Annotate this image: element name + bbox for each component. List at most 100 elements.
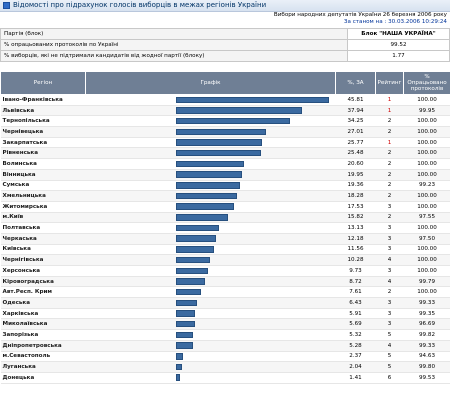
region-name: Одеська <box>0 297 86 309</box>
vote-percent: 11.56 <box>335 244 376 256</box>
processed-percent: 100.00 <box>403 265 450 277</box>
vote-bar <box>175 203 234 210</box>
vote-percent: 45.81 <box>335 94 376 106</box>
table-body: Івано-Франківська 45.81 1 100.00 Львівська 37… <box>0 94 450 384</box>
table-row: Кіровоградська 8.72 4 99.79 <box>0 276 450 288</box>
rank-value: 4 <box>375 254 404 266</box>
vote-percent: 2.04 <box>335 361 376 373</box>
rank-value: 3 <box>375 244 404 256</box>
summary-table: Партія (блок) Блок "НАША УКРАЇНА" % опра… <box>0 28 450 62</box>
graph-cell <box>85 361 336 373</box>
rank-value: 2 <box>375 158 404 170</box>
graph-cell <box>85 126 336 138</box>
table-row: Одеська 6.43 3 99.33 <box>0 297 450 309</box>
column-header-rank[interactable]: Рейтинг <box>375 71 404 95</box>
graph-cell <box>85 201 336 213</box>
vote-percent: 8.72 <box>335 276 376 288</box>
regions-table: Регіон Графік %, ЗА Рейтинг % Опрацьован… <box>0 71 450 384</box>
region-name: Харківська <box>0 308 86 320</box>
region-name: Чернівецька <box>0 126 86 138</box>
processed-percent: 99.35 <box>403 308 450 320</box>
graph-cell <box>85 169 336 181</box>
processed-percent: 99.33 <box>403 297 450 309</box>
graph-cell <box>85 147 336 160</box>
column-header-region[interactable]: Регіон <box>0 71 86 95</box>
processed-percent: 99.53 <box>403 372 450 384</box>
region-name: Волинська <box>0 158 86 170</box>
processed-percent: 100.00 <box>403 94 450 106</box>
vote-percent: 15.82 <box>335 212 376 224</box>
vote-percent: 6.43 <box>335 297 376 309</box>
party-label: Партія (блок) <box>0 28 348 40</box>
column-header-processed[interactable]: % Опрацьовано протоколів <box>403 71 450 95</box>
region-name: Львівська <box>0 105 86 117</box>
rank-value: 3 <box>375 233 404 245</box>
graph-cell <box>85 190 336 202</box>
region-name: Рівненська <box>0 147 86 160</box>
rank-value: 6 <box>375 372 404 384</box>
vote-percent: 5.28 <box>335 340 376 352</box>
vote-percent: 5.91 <box>335 308 376 320</box>
region-name: Херсонська <box>0 265 86 277</box>
table-row: Закарпатська 25.77 1 100.00 <box>0 137 450 149</box>
table-row: Івано-Франківська 45.81 1 100.00 <box>0 94 450 106</box>
vote-percent: 2.37 <box>335 351 376 363</box>
vote-bar <box>175 192 237 200</box>
region-name: Черкаська <box>0 233 86 245</box>
vote-percent: 27.01 <box>335 126 376 138</box>
region-name: Запорізька <box>0 329 86 341</box>
vote-bar <box>175 353 184 360</box>
table-row: Львівська 37.94 1 99.95 <box>0 105 450 117</box>
processed-percent: 100.00 <box>403 286 450 299</box>
processed-percent: 100.00 <box>403 126 450 138</box>
graph-cell <box>85 265 336 277</box>
table-row: Вінницька 19.95 2 100.00 <box>0 169 450 181</box>
window-title: Відомості про підрахунок голосів виборці… <box>13 1 267 9</box>
party-value: Блок "НАША УКРАЇНА" <box>347 28 450 40</box>
graph-cell <box>85 115 336 128</box>
processed-percent: 100.00 <box>403 137 450 149</box>
processed-percent: 100.00 <box>403 158 450 170</box>
table-row: Харківська 5.91 3 99.35 <box>0 308 450 320</box>
processed-label: % опрацьованих протоколів по Україні <box>0 39 348 51</box>
vote-bar <box>175 96 329 103</box>
processed-percent: 100.00 <box>403 190 450 202</box>
graph-cell <box>85 212 336 224</box>
vote-percent: 19.36 <box>335 180 376 192</box>
column-header-pct[interactable]: %, ЗА <box>335 71 376 95</box>
window-titlebar: Відомості про підрахунок голосів виборці… <box>0 0 450 12</box>
graph-cell <box>85 276 336 288</box>
graph-cell <box>85 340 336 352</box>
vote-bar <box>175 139 262 146</box>
table-row: Луганська 2.04 5 99.80 <box>0 361 450 373</box>
graph-cell <box>85 286 336 299</box>
vote-percent: 25.77 <box>335 137 376 149</box>
rank-value: 2 <box>375 169 404 181</box>
vote-bar <box>175 299 197 307</box>
against-label: % виборців, які не підтримали кандидатів… <box>0 50 348 62</box>
table-row: Тернопільська 34.25 2 100.00 <box>0 115 450 128</box>
vote-percent: 13.13 <box>335 222 376 234</box>
region-name: Луганська <box>0 361 86 373</box>
vote-bar <box>175 331 194 339</box>
rank-value: 3 <box>375 222 404 234</box>
as-of-timestamp: За станом на : 30.03.2006 10:29:24 <box>343 19 447 25</box>
region-name: Київська <box>0 244 86 256</box>
vote-bar <box>175 363 183 371</box>
region-name: Сумська <box>0 180 86 192</box>
rank-value: 3 <box>375 318 404 331</box>
processed-percent: 100.00 <box>403 254 450 266</box>
vote-bar <box>175 107 303 114</box>
vote-percent: 10.28 <box>335 254 376 266</box>
graph-cell <box>85 297 336 309</box>
vote-bar <box>175 224 220 232</box>
region-name: Вінницька <box>0 169 86 181</box>
processed-percent: 99.33 <box>403 340 450 352</box>
graph-cell <box>85 222 336 234</box>
table-row: Хмельницька 18.28 2 100.00 <box>0 190 450 202</box>
rank-value: 4 <box>375 340 404 352</box>
region-name: Авт.Респ. Крим <box>0 286 86 299</box>
rank-value: 3 <box>375 308 404 320</box>
vote-percent: 7.61 <box>335 286 376 299</box>
graph-cell <box>85 180 336 192</box>
